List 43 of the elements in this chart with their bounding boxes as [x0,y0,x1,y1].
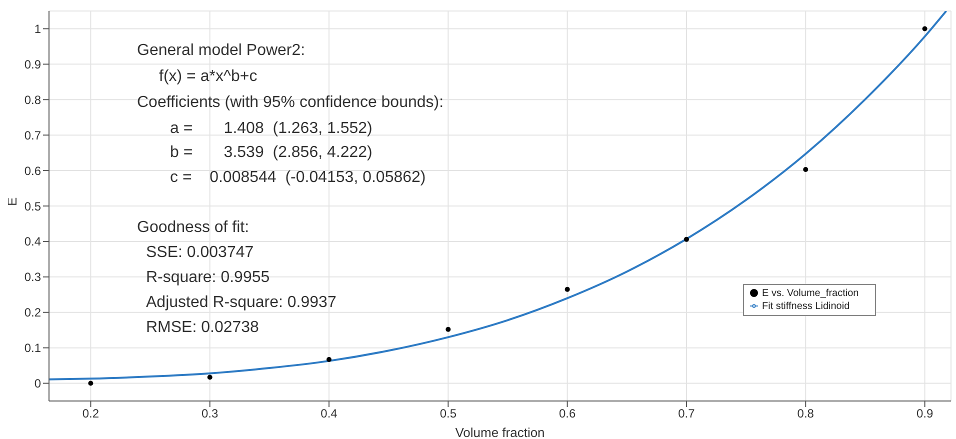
x-tick-label: 0.2 [82,406,100,421]
x-tick-label: 0.6 [558,406,576,421]
annotation: f(x) = a*x^b+c [159,68,258,86]
point [326,357,332,362]
annotation: Coefficients (with 95% confidence bounds): [137,94,444,112]
y-axis-title: E [4,197,20,206]
x-axis-title: Volume fraction [455,425,545,439]
y-tick-label: 0.8 [24,92,42,107]
point [88,380,94,386]
annotation: Goodness of fit: [137,219,250,237]
x-tick-label: 0.9 [916,406,934,421]
y-tick-label: 0.4 [24,234,42,249]
point [564,286,570,292]
point [922,26,928,32]
point [803,166,808,172]
x-tick-label: 0.8 [797,406,814,421]
annotation: General model Power2: [137,42,306,60]
annotation: c = 0.008544 (-0.04153, 0.05862) [170,169,426,187]
annotation: a = 1.408 (1.263, 1.552) [170,120,372,138]
y-tick-label: 1 [34,22,42,36]
annotation: Adjusted R-square: 0.9937 [146,294,336,312]
y-tick-label: 0 [34,376,42,391]
annotation: SSE: 0.003747 [146,244,254,262]
y-tick-label: 0.6 [24,164,42,178]
x-tick-label: 0.3 [202,406,219,421]
legend-label: E vs. Volume_fraction [762,288,859,299]
point [446,326,451,332]
y-tick-label: 0.5 [24,199,42,214]
x-tick-label: 0.7 [678,406,696,421]
annotation: b = 3.539 (2.856, 4.222) [170,144,372,162]
y-tick-label: 0.7 [24,128,42,142]
legend-label: Fit stiffness Lidinoid [762,301,850,312]
annotation: RMSE: 0.02738 [146,319,259,337]
x-tick-label: 0.4 [320,406,338,421]
y-tick-label: 0.9 [24,57,42,72]
line-series [49,11,948,380]
annotation: R-square: 0.9955 [146,269,270,287]
y-tick-label: 0.1 [24,341,42,356]
point [207,374,212,380]
y-tick-label: 0.3 [24,270,42,284]
x-tick-label: 0.5 [440,406,457,421]
y-tick-label: 0.2 [24,306,42,320]
point [684,236,689,242]
